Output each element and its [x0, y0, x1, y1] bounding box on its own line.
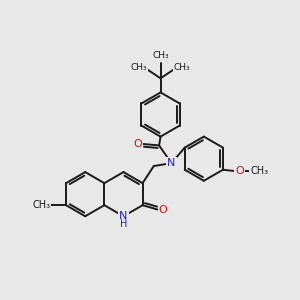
Text: O: O	[133, 139, 142, 149]
Text: CH₃: CH₃	[33, 200, 51, 210]
Text: N: N	[119, 211, 128, 221]
Text: CH₃: CH₃	[250, 166, 268, 176]
Text: H: H	[120, 220, 127, 230]
Text: CH₃: CH₃	[174, 63, 190, 72]
Text: N: N	[167, 158, 175, 168]
Text: O: O	[236, 166, 244, 176]
Text: O: O	[159, 205, 168, 214]
Text: CH₃: CH₃	[131, 63, 147, 72]
Text: CH₃: CH₃	[152, 51, 169, 60]
